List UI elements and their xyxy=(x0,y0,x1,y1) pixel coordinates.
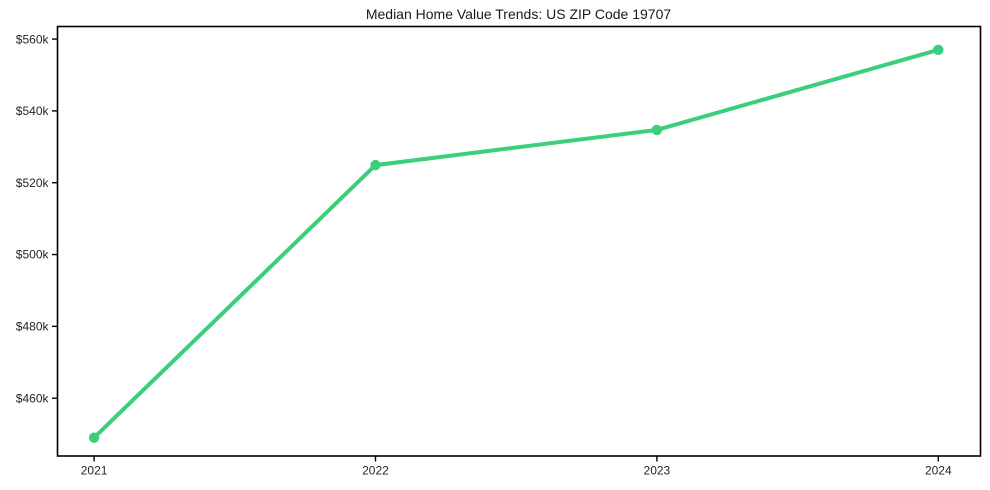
x-axis: 2021 2022 2023 2024 xyxy=(81,456,952,478)
y-tick-label: $480k xyxy=(16,320,50,334)
y-tick-label: $520k xyxy=(16,176,50,190)
x-tick-label: 2024 xyxy=(925,464,952,478)
x-tick-label: 2023 xyxy=(644,464,671,478)
y-axis: $460k $480k $500k $520k $540k $560k xyxy=(16,32,58,405)
x-tick-label: 2022 xyxy=(362,464,389,478)
data-point-markers xyxy=(88,44,944,443)
data-point-marker xyxy=(651,124,663,136)
data-point-marker xyxy=(370,159,381,171)
y-tick-label: $500k xyxy=(16,248,50,262)
plot-border xyxy=(56,25,982,457)
y-tick-label: $540k xyxy=(16,104,50,118)
y-tick-label: $460k xyxy=(16,391,50,405)
trend-line xyxy=(92,47,941,440)
data-point-marker xyxy=(933,44,944,56)
data-point-marker xyxy=(88,432,100,443)
chart-title: Median Home Value Trends: US ZIP Code 19… xyxy=(365,6,672,22)
y-tick-label: $560k xyxy=(16,32,50,46)
x-tick-label: 2021 xyxy=(81,464,108,478)
